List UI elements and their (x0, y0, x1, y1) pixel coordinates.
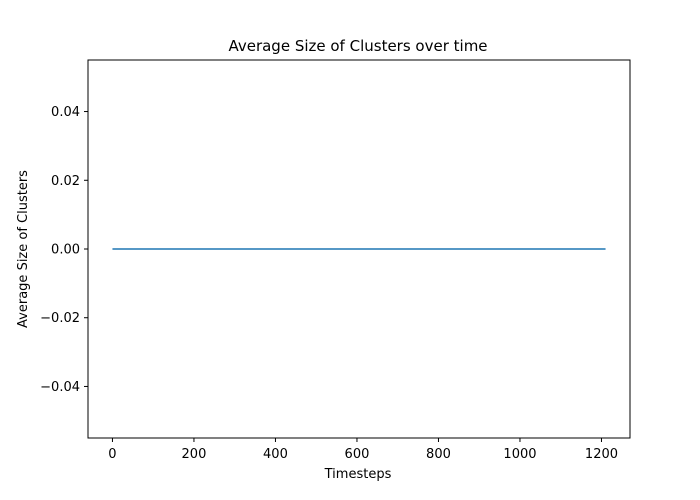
x-tick-label: 800 (426, 447, 451, 462)
y-tick-label: 0.00 (51, 243, 80, 258)
y-tick-label: −0.02 (40, 311, 80, 326)
x-tick-label: 600 (345, 447, 370, 462)
x-axis-title: Timesteps (324, 467, 392, 482)
y-axis-title: Average Size of Clusters (16, 170, 31, 328)
x-tick-label: 400 (263, 447, 288, 462)
y-axis: −0.04 −0.02 0.00 0.02 0.04 (40, 105, 88, 395)
x-tick-label: 0 (108, 447, 116, 462)
x-tick-label: 200 (182, 447, 207, 462)
y-tick-label: 0.02 (51, 174, 80, 189)
x-tick-label: 1200 (585, 447, 618, 462)
chart-title: Average Size of Clusters over time (228, 37, 487, 55)
y-tick-label: −0.04 (40, 380, 80, 395)
y-tick-label: 0.04 (51, 105, 80, 120)
x-axis: 0 200 400 600 800 1000 1200 (108, 438, 618, 462)
x-tick-label: 1000 (503, 447, 536, 462)
